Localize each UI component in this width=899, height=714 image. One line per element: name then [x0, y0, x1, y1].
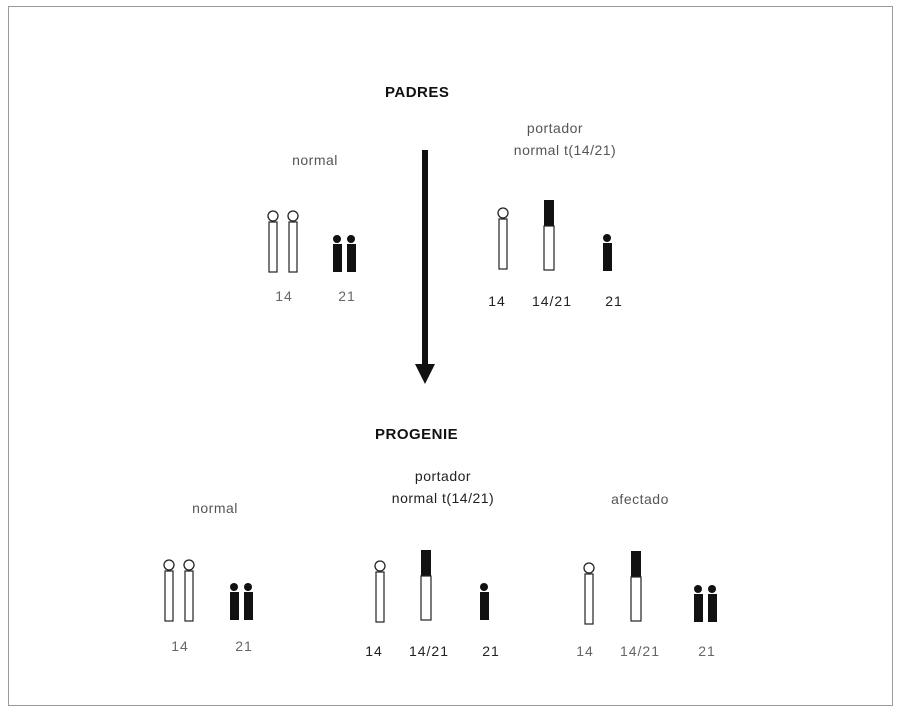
parents-heading: PADRES	[385, 84, 450, 101]
offspring-carrier-num-14-21: 14/21	[408, 643, 450, 659]
parent-carrier-num-14: 14	[488, 293, 506, 309]
frame-left	[8, 6, 9, 706]
offspring-carrier-translocation-14-21	[420, 550, 432, 621]
offspring-carrier-num-21: 21	[482, 643, 500, 659]
parent-normal-chr21-pair	[333, 235, 356, 272]
parent-carrier-chr14	[497, 207, 509, 270]
offspring-heading: PROGENIE	[375, 426, 459, 443]
offspring-carrier-label-line1: portador	[414, 468, 472, 484]
parent-carrier-num-14-21: 14/21	[531, 293, 573, 309]
parent-carrier-label-line2: normal t(14/21)	[513, 142, 617, 158]
parent-carrier-translocation-14-21	[543, 200, 555, 271]
offspring-carrier-num-14: 14	[365, 643, 383, 659]
offspring-affected-chr14	[583, 562, 595, 625]
offspring-normal-chr21-pair	[230, 583, 253, 620]
offspring-affected-translocation-14-21	[630, 551, 642, 622]
parent-carrier-num-21: 21	[605, 293, 623, 309]
offspring-carrier-chr21	[480, 583, 489, 620]
offspring-affected-chr21-pair	[694, 585, 717, 622]
parent-normal-num-14: 14	[275, 288, 293, 304]
parent-normal-num-21: 21	[338, 288, 356, 304]
parent-carrier-label-line1: portador	[526, 120, 584, 136]
offspring-affected-label: afectado	[611, 491, 669, 507]
offspring-carrier-chr14	[374, 560, 386, 623]
parent-normal-label: normal	[292, 152, 338, 168]
offspring-affected-num-21: 21	[698, 643, 716, 659]
parent-carrier-chr21	[603, 234, 612, 271]
offspring-carrier-label-line2: normal t(14/21)	[391, 490, 495, 506]
frame-bottom	[8, 705, 893, 706]
offspring-normal-num-21: 21	[235, 638, 253, 654]
offspring-normal-chr14-pair	[163, 559, 195, 622]
offspring-normal-num-14: 14	[171, 638, 189, 654]
offspring-affected-num-14: 14	[576, 643, 594, 659]
offspring-affected-num-14-21: 14/21	[619, 643, 661, 659]
parent-normal-chr14-pair	[267, 210, 299, 273]
frame-right	[892, 6, 893, 706]
offspring-normal-label: normal	[192, 500, 238, 516]
frame-top	[8, 6, 893, 7]
